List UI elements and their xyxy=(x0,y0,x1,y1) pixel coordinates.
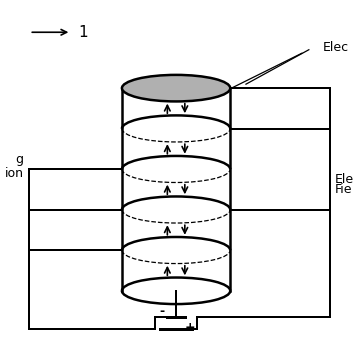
Ellipse shape xyxy=(122,75,230,101)
Text: Fie: Fie xyxy=(335,183,353,196)
Text: 1: 1 xyxy=(78,25,88,40)
Text: g: g xyxy=(15,153,23,166)
Text: Ele: Ele xyxy=(335,173,354,185)
Text: +: + xyxy=(185,321,195,334)
Text: Elec: Elec xyxy=(323,42,349,54)
Text: -: - xyxy=(160,305,165,318)
Text: ion: ion xyxy=(5,167,24,180)
